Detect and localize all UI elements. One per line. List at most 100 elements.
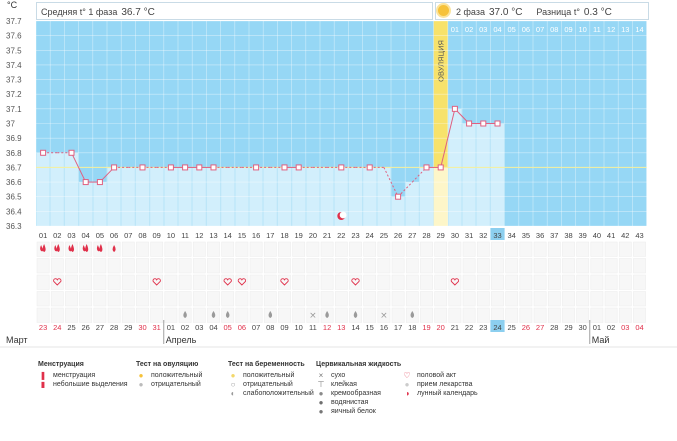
sun-icon — [438, 5, 449, 16]
grid-cell — [150, 258, 164, 274]
grid-cell — [292, 241, 306, 257]
cycle-day-label: 14 — [224, 231, 232, 240]
grid-cell — [292, 291, 306, 307]
grid-cell — [363, 241, 377, 257]
unit-label: °C — [7, 0, 18, 10]
grid-cell — [349, 291, 362, 307]
date-label: 18 — [408, 323, 416, 332]
legend-group: Менструация ❚ менструация ▮ небольшие выделе… — [38, 361, 128, 389]
legend-item-label: половой акт — [417, 372, 457, 379]
grid-cell — [562, 291, 575, 307]
cycle-day-label: 24 — [366, 231, 374, 240]
grid-cell — [306, 291, 320, 307]
grid-cell — [65, 274, 78, 290]
grid-cell — [533, 274, 547, 290]
grid-cell — [462, 274, 476, 290]
cycle-day-label: 21 — [323, 231, 331, 240]
temperature-point — [40, 149, 47, 156]
y-tick-label: 36.3 — [6, 222, 22, 231]
legend-item-label: небольшие выделения — [53, 381, 128, 388]
grid-cell — [192, 291, 206, 307]
grid-cell — [633, 307, 646, 323]
grid-cell — [377, 307, 391, 323]
grid-cell — [391, 241, 405, 257]
sun-icon: ● — [138, 371, 144, 380]
grid-cell — [136, 291, 149, 307]
temperature-point — [111, 164, 118, 171]
grid-cell — [462, 258, 476, 274]
grid-cell — [562, 258, 575, 274]
grid-cell — [306, 258, 320, 274]
legend-title: Менструация — [38, 361, 84, 368]
pill-icon: ● — [404, 380, 410, 389]
legend-item: ● яичный белок — [316, 407, 401, 416]
y-tick-label: 36.9 — [6, 134, 22, 143]
grid-cell — [121, 274, 135, 290]
date-label: 31 — [153, 323, 161, 332]
grid-cell — [462, 291, 476, 307]
legend-item: ⊤ клейкая — [316, 380, 401, 389]
grid-cell — [221, 258, 235, 274]
eggwhite-icon: ● — [318, 407, 324, 416]
heart-icon — [237, 278, 247, 286]
ovulation-label: ОВУЛЯЦИЯ — [437, 40, 446, 82]
phase2-day-label: 03 — [479, 25, 487, 34]
legend-item: ● водянистая — [316, 398, 401, 407]
cycle-day-label: 04 — [82, 231, 90, 240]
legend-item-label: положительный — [151, 372, 203, 379]
grid-cell — [547, 241, 561, 257]
phase2-day-label: 06 — [522, 25, 530, 34]
date-label: 25 — [67, 323, 75, 332]
fluid-drop-icon — [268, 311, 273, 318]
grid-cell — [519, 307, 533, 323]
cycle-day-label: 01 — [39, 231, 47, 240]
phase2-day-label: 09 — [564, 25, 572, 34]
temperature-point — [423, 164, 430, 171]
grid-cell — [93, 307, 107, 323]
grid-cell — [192, 274, 206, 290]
date-label: 09 — [280, 323, 288, 332]
grid-cell — [576, 241, 590, 257]
grid-cell — [405, 274, 419, 290]
grid-cell — [476, 291, 490, 307]
grid-cell — [164, 258, 178, 274]
grid-cell — [249, 274, 263, 290]
grid-cell — [519, 258, 533, 274]
temperature-point — [167, 164, 174, 171]
grid-cell — [221, 241, 235, 257]
sun-gray-icon: ● — [138, 380, 144, 389]
temperature-point — [366, 164, 373, 171]
grid-cell — [491, 274, 504, 290]
grid-cell — [462, 307, 476, 323]
temperature-bar — [462, 123, 476, 226]
grid-cell — [633, 291, 646, 307]
legend-title: Тест на овуляцию — [136, 361, 199, 368]
y-tick-label: 37.5 — [6, 46, 22, 55]
grid-cell — [420, 291, 433, 307]
temperature-bar — [93, 182, 107, 226]
phase2-day-label: 12 — [607, 25, 615, 34]
temperature-point — [494, 120, 501, 127]
grid-cell — [221, 274, 235, 290]
date-label: 17 — [394, 323, 402, 332]
grid-cell — [448, 307, 462, 323]
legend-item: ● прием лекарства — [402, 380, 478, 389]
date-label: 03 — [195, 323, 203, 332]
grid-cell — [178, 274, 192, 290]
diff-label: Разница t° — [536, 7, 580, 17]
grid-cell — [562, 307, 575, 323]
legend-item: ● отрицательный — [136, 380, 202, 389]
date-label: 21 — [451, 323, 459, 332]
grid-cell — [36, 258, 50, 274]
temperature-point — [96, 179, 103, 186]
cycle-day-label: 03 — [67, 231, 75, 240]
grid-cell — [178, 241, 192, 257]
grid-cell — [505, 274, 519, 290]
grid-cell — [476, 307, 490, 323]
y-tick-label: 36.6 — [6, 178, 22, 187]
temperature-line-segment — [397, 181, 413, 198]
phase2-day-label: 10 — [579, 25, 587, 34]
grid-cell — [476, 241, 490, 257]
grid-cell — [36, 291, 50, 307]
